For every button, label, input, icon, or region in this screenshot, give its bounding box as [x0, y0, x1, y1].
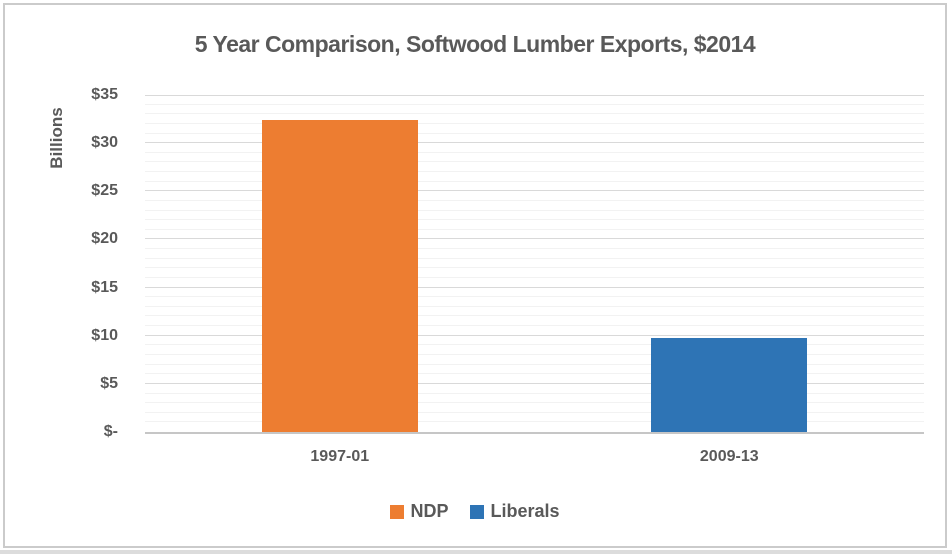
y-tick-label: $5 — [100, 374, 118, 392]
major-gridline — [145, 286, 924, 288]
minor-gridline — [145, 151, 924, 153]
minor-gridline — [145, 373, 924, 375]
y-tick-label: $10 — [91, 326, 118, 344]
legend: NDP Liberals — [5, 501, 945, 522]
minor-gridline — [145, 161, 924, 163]
legend-item-ndp: NDP — [390, 501, 448, 522]
y-tick-label: $35 — [91, 86, 118, 103]
minor-gridline — [145, 296, 924, 298]
minor-gridline — [145, 315, 924, 317]
legend-label: Liberals — [490, 501, 560, 521]
minor-gridline — [145, 276, 924, 278]
chart-title: 5 Year Comparison, Softwood Lumber Expor… — [194, 31, 756, 57]
y-tick-label: $25 — [91, 182, 118, 200]
plot-area — [145, 95, 924, 434]
minor-gridline — [145, 122, 924, 124]
chart-frame: 5 Year Comparison, Softwood Lumber Expor… — [3, 3, 947, 548]
minor-gridline — [145, 248, 924, 250]
major-gridline — [145, 95, 924, 96]
bar-ndp — [261, 120, 418, 432]
y-tick-label: $20 — [91, 230, 118, 248]
minor-gridline — [145, 411, 924, 413]
minor-gridline — [145, 421, 924, 423]
minor-gridline — [145, 392, 924, 394]
y-tick-label: $15 — [91, 278, 118, 296]
minor-gridline — [145, 103, 924, 105]
minor-gridline — [145, 257, 924, 259]
x-category-label: 1997-01 — [310, 448, 370, 465]
legend-item-liberals: Liberals — [470, 501, 560, 522]
major-gridline — [145, 382, 924, 384]
minor-gridline — [145, 363, 924, 365]
bar-liberals — [651, 337, 808, 432]
major-gridline — [145, 238, 924, 240]
minor-gridline — [145, 132, 924, 134]
minor-gridline — [145, 113, 924, 115]
minor-gridline — [145, 325, 924, 327]
legend-label: NDP — [410, 501, 449, 521]
x-category-label: 2009-13 — [699, 448, 759, 465]
major-gridline — [145, 190, 924, 192]
minor-gridline — [145, 209, 924, 211]
minor-gridline — [145, 171, 924, 173]
minor-gridline — [145, 219, 924, 221]
major-gridline — [145, 334, 924, 336]
minor-gridline — [145, 305, 924, 307]
legend-swatch-icon — [390, 504, 405, 519]
minor-gridline — [145, 180, 924, 182]
screenshot-bottom-edge — [0, 550, 952, 554]
minor-gridline — [145, 228, 924, 230]
minor-gridline — [145, 199, 924, 201]
minor-gridline — [145, 353, 924, 355]
minor-gridline — [145, 344, 924, 346]
minor-gridline — [145, 402, 924, 404]
y-tick-label: $30 — [91, 134, 118, 152]
legend-swatch-icon — [470, 504, 485, 519]
minor-gridline — [145, 267, 924, 269]
major-gridline — [145, 142, 924, 144]
y-tick-label: $- — [103, 423, 118, 440]
